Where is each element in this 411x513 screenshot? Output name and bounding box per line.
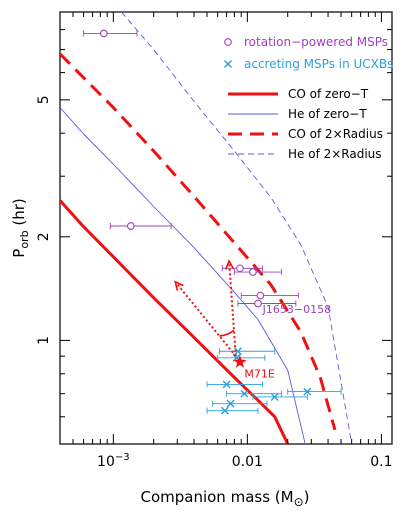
x-marker [222, 380, 231, 389]
arrow-head-1 [224, 259, 235, 270]
legend-line-label-4: He of 2×Radius [288, 147, 382, 161]
ticks-layer: 10−3 0.01 0.1 1 2 5 [36, 11, 393, 470]
legend-circle-marker [224, 38, 232, 46]
curve-1 [60, 199, 290, 444]
legend-line-label-2: He of zero−T [288, 107, 367, 121]
legend-line-label-1: CO of zero−T [288, 87, 369, 101]
circle-marker [126, 222, 135, 230]
circle-marker [236, 264, 244, 273]
curves-layer [60, 12, 353, 444]
y-axis-title: Porb (hr) [10, 198, 31, 257]
circle-marker [249, 268, 257, 276]
x-marker [240, 389, 249, 398]
x-marker [226, 399, 235, 408]
y-tick-label-1: 1 [36, 336, 52, 345]
y-tick-label-3: 5 [36, 95, 52, 104]
annotation-1: J1653−0158 [262, 303, 331, 316]
curve-2 [60, 107, 306, 444]
data-point-1-1 [83, 29, 138, 38]
x-tick-label-2: 0.01 [232, 454, 263, 470]
x-marker [303, 387, 312, 396]
points-layer [83, 29, 342, 415]
legend-label-1: rotation−powered MSPs [244, 35, 388, 49]
data-point-2-6 [287, 387, 342, 396]
legend-x-marker [224, 60, 232, 68]
circle-marker [254, 299, 262, 308]
circle-marker [100, 29, 108, 38]
data-point-2-8 [206, 406, 259, 415]
annotations-layer: J1653−0158 M71E [174, 259, 331, 381]
x-axis-title: Companion mass (M⊙) [140, 488, 309, 509]
x-marker [270, 392, 279, 401]
annotation-2: M71E [244, 368, 274, 381]
curve-3 [60, 52, 337, 431]
x-marker [233, 347, 242, 356]
arrow-2 [174, 281, 237, 357]
data-point-1-4 [233, 268, 283, 276]
legend: rotation−powered MSPs accreting MSPs in U… [224, 35, 393, 161]
curve-4 [121, 12, 353, 444]
circle-marker [256, 291, 265, 300]
data-point-1-6 [237, 299, 297, 308]
x-marker [220, 406, 229, 415]
x-tick-label-1: 10−3 [97, 452, 130, 470]
legend-line-label-3: CO of 2×Radius [288, 127, 383, 141]
data-point-2-3 [206, 380, 264, 389]
star-marker [233, 355, 247, 368]
arrow-head-2 [174, 280, 184, 291]
y-tick-label-2: 2 [36, 232, 52, 241]
legend-label-2: accreting MSPs in UCXBs [244, 57, 393, 71]
data-point-2-5 [252, 392, 308, 401]
data-point-2-7 [212, 399, 268, 408]
x-tick-label-3: 0.1 [370, 454, 392, 470]
data-point-2-1 [219, 347, 276, 356]
data-point-1-5 [240, 291, 299, 300]
arrow-1 [228, 261, 237, 357]
angle-arc [219, 329, 235, 337]
data-point-1-2 [109, 222, 172, 230]
plot-frame [59, 11, 393, 445]
